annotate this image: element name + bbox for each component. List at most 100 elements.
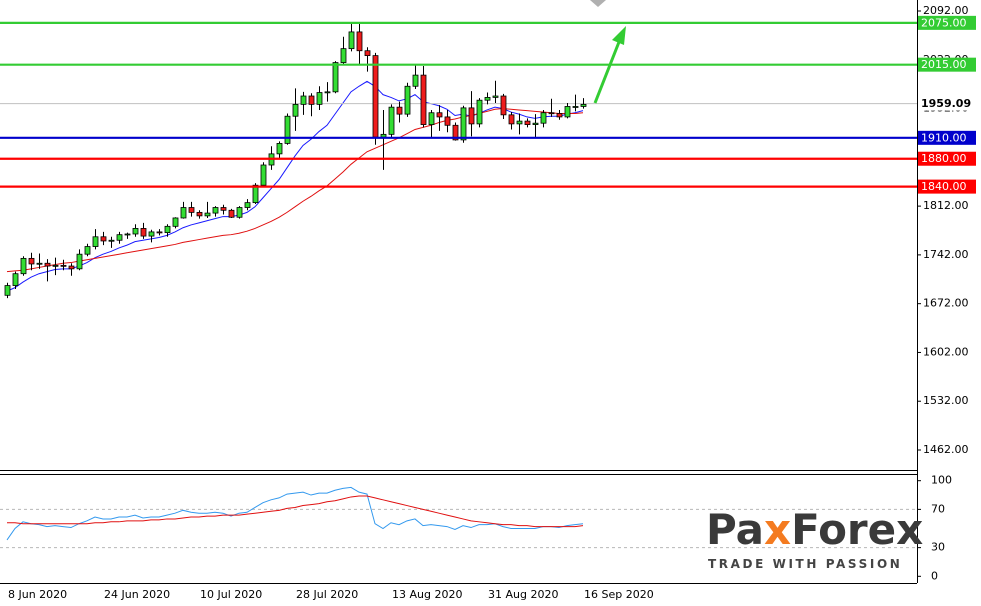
y-tick-label: 100: [931, 474, 952, 487]
level-label: 2075.00: [921, 16, 967, 29]
level-label: 2015.00: [921, 58, 967, 71]
candle-body: [372, 55, 379, 138]
x-tick-label: 28 Jul 2020: [296, 588, 358, 601]
candle-body: [68, 265, 75, 270]
candle-body: [204, 212, 211, 217]
y-tick-label: 30: [931, 541, 945, 554]
candle-body: [164, 225, 171, 233]
y-tick-label: 1602.00: [923, 345, 969, 358]
candle-body: [284, 115, 291, 144]
y-tick-label: 70: [931, 502, 945, 515]
candle-body: [60, 264, 67, 267]
candle-body: [244, 202, 251, 208]
candle-body: [444, 116, 451, 126]
x-tick-label: 16 Sep 2020: [584, 588, 654, 601]
level-label-box: [918, 15, 976, 30]
candle-body: [316, 92, 323, 105]
candle-body: [468, 107, 475, 125]
y-tick-label: 1672.00: [923, 297, 969, 310]
level-label-box: [918, 179, 976, 194]
candle-body: [20, 257, 27, 275]
candle-body: [388, 106, 395, 135]
x-tick-label: 24 Jun 2020: [104, 588, 170, 601]
moving-average: [6, 80, 584, 292]
logo-part: Pa: [706, 505, 764, 554]
candle-body: [580, 103, 587, 107]
x-tick-label: 8 Jun 2020: [8, 588, 67, 601]
forecast-arrow: [593, 26, 626, 104]
candle-body: [332, 62, 339, 93]
candle-body: [4, 285, 11, 296]
candle-body: [36, 262, 43, 265]
y-tick-label: 1462.00: [923, 443, 969, 456]
candle-body: [84, 246, 91, 255]
arrow-shaft: [593, 41, 621, 104]
candle-body: [172, 217, 179, 227]
candle-body: [252, 184, 259, 204]
logo-tagline: TRADE WITH PASSION: [708, 557, 902, 571]
candle-body: [412, 74, 419, 87]
candle-body: [236, 207, 243, 218]
candle-body: [348, 31, 355, 50]
candle-body: [148, 231, 155, 237]
candle-body: [228, 209, 235, 218]
marker: [590, 0, 606, 7]
y-tick-label: 1532.00: [923, 394, 969, 407]
candle-body: [324, 91, 331, 94]
candle-body: [92, 236, 99, 247]
candle-body: [532, 122, 539, 125]
level-label-box: [918, 151, 976, 166]
candle-body: [292, 103, 299, 117]
candle-body: [124, 233, 131, 236]
candle-body: [572, 106, 579, 108]
candle-body: [260, 164, 267, 186]
x-tick-label: 13 Aug 2020: [392, 588, 462, 601]
candle-body: [188, 207, 195, 213]
candle-body: [116, 234, 123, 241]
logo-part: Forex: [791, 505, 923, 554]
x-tick-label: 10 Jul 2020: [200, 588, 262, 601]
arrow-head: [612, 26, 626, 45]
candle-body: [452, 124, 459, 141]
candle-body: [524, 120, 531, 125]
candle-body: [396, 106, 403, 115]
candle-body: [12, 273, 19, 286]
candle-body: [380, 133, 387, 138]
candle-body: [180, 207, 187, 219]
y-tick-label: 1812.00: [923, 199, 969, 212]
current-price-label: 1959.09: [921, 97, 971, 110]
candle-body: [108, 239, 115, 242]
candle-body: [476, 99, 483, 125]
y-tick-label: 0: [931, 569, 938, 582]
oscillator-line: [6, 486, 584, 541]
candle-body: [76, 253, 83, 270]
x-tick-label: 31 Aug 2020: [488, 588, 558, 601]
candle-body: [220, 207, 227, 211]
candle-body: [132, 228, 139, 235]
candle-body: [508, 114, 515, 125]
candle-body: [556, 113, 563, 118]
candle-body: [436, 112, 443, 118]
candle-body: [140, 228, 147, 237]
candle-body: [500, 95, 507, 116]
candle-body: [516, 120, 523, 125]
oscillator-line: [7, 495, 584, 528]
candle-body: [428, 112, 435, 125]
candle-body: [52, 264, 59, 267]
candle-body: [276, 143, 283, 155]
candle-body: [44, 262, 51, 267]
level-label-box: [918, 57, 976, 72]
candle-body: [404, 85, 411, 115]
candle-body: [100, 236, 107, 242]
candle-body: [308, 95, 315, 105]
y-tick-label: 1742.00: [923, 248, 969, 261]
logo-part: x: [764, 505, 791, 554]
candle-body: [28, 257, 35, 265]
candle-body: [540, 112, 547, 124]
level-label: 1840.00: [921, 180, 967, 193]
level-label-box: [918, 130, 976, 145]
logo-text: PaxForex: [706, 505, 923, 554]
